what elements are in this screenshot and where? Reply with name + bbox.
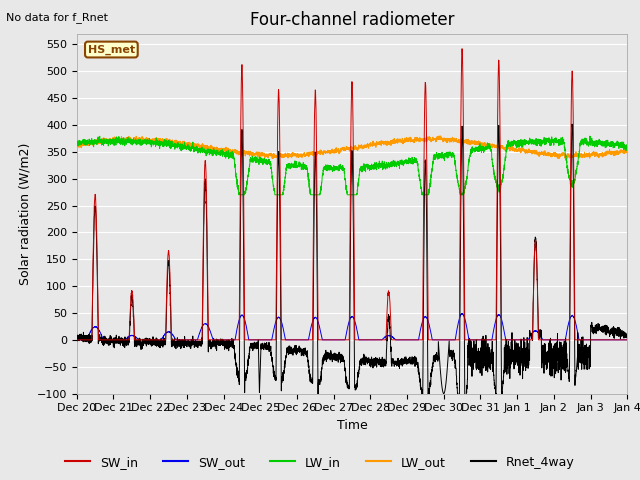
X-axis label: Time: Time: [337, 419, 367, 432]
Text: HS_met: HS_met: [88, 44, 135, 55]
Legend: SW_in, SW_out, LW_in, LW_out, Rnet_4way: SW_in, SW_out, LW_in, LW_out, Rnet_4way: [60, 451, 580, 474]
Y-axis label: Solar radiation (W/m2): Solar radiation (W/m2): [18, 143, 31, 285]
Text: No data for f_Rnet: No data for f_Rnet: [6, 12, 108, 23]
Title: Four-channel radiometer: Four-channel radiometer: [250, 11, 454, 29]
